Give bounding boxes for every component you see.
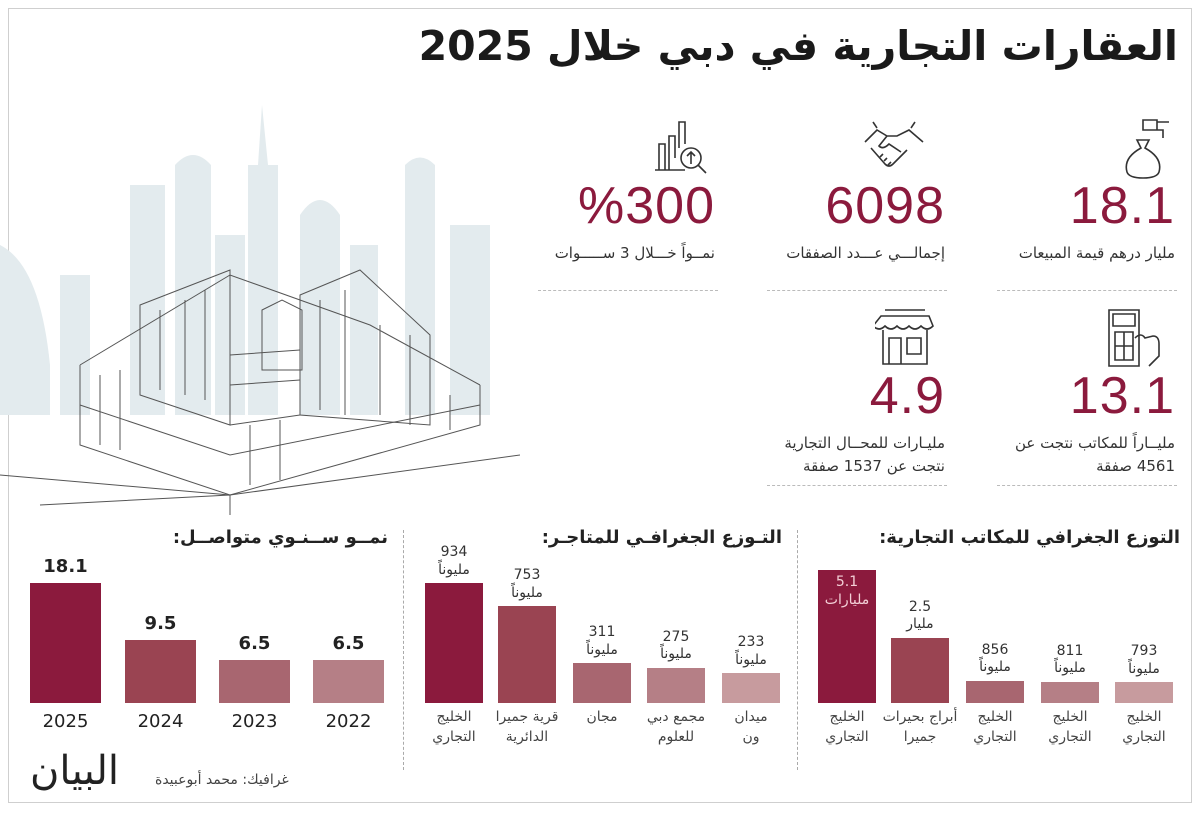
growth-bar [219,659,290,703]
office-category-label: أبراج بحيرات جميرا [882,709,958,745]
stat-label: مليــاراً للمكاتب نتجت عن 4561 صفقة [1014,434,1175,476]
growth-category-label: 2024 [137,711,184,732]
growth-chart-search-icon [655,121,707,174]
stat-total-sales: 18.1 مليار درهم قيمة المبيعات [990,118,1175,288]
page-title: العقارات التجارية في دبي خلال 2025 [418,22,1178,70]
office-value-label: 856 مليوناً [979,641,1011,676]
store-category-label: ميدان ون [734,709,768,745]
stat-value: %300 [578,177,715,235]
store-value-label: 233 مليوناً [735,634,767,668]
stores-chart-title: التـوزع الجغرافـي للمتاجـر: [541,527,782,548]
growth-value-label: 9.5 [144,613,177,635]
store-bar [722,673,780,703]
office-bar [818,570,876,703]
growth-category-label: 2022 [325,711,372,732]
store-bar [498,606,556,703]
store-bar [425,583,483,703]
growth-category-label: 2023 [231,711,278,732]
panel-divider [403,530,404,770]
stat-label: مليار درهم قيمة المبيعات [1018,244,1175,262]
store-value-label: 275 مليوناً [660,628,692,663]
stat-label: نمــواً خـــلال 3 ســـــوات [554,244,715,262]
office-category-label: الخليج التجاري [973,709,1017,745]
handshake-icon [864,121,924,167]
stat-value: 13.1 [1069,367,1175,425]
divider [767,290,947,291]
growth-chart-title: نمــو ســنـوي متواصــل: [172,527,388,548]
office-value-label: 793 مليوناً [1128,643,1160,677]
store-category-label: الخليج التجاري [432,709,476,745]
office-category-label: الخليج التجاري [1122,709,1166,745]
store-value-label: 311 مليوناً [586,624,618,658]
panel-divider [797,530,798,770]
store-bar [647,667,705,703]
office-bar [891,637,949,703]
stat-value: 18.1 [1069,177,1175,235]
al-bayan-logo: البيان [30,748,120,794]
office-bar [1115,682,1173,703]
divider [997,485,1177,486]
wireframe-building [0,269,520,515]
office-category-label: الخليج التجاري [1048,709,1092,745]
stat-shops: 4.9 مليـارات للمحــال التجارية نتجت عن 1… [760,308,945,478]
divider [997,290,1177,291]
office-value-label: 5.1 مليارات [824,574,870,608]
stat-total-deals: 6098 إجمالـــي عـــدد الصفقات [760,118,945,288]
divider [767,485,947,486]
store-category-label: مجان [586,709,618,725]
growth-bar [125,640,196,703]
office-bar [1041,681,1099,703]
store-value-label: 753 مليوناً [511,567,543,601]
skyline-silhouette [0,105,490,415]
stat-offices: 13.1 مليــاراً للمكاتب نتجت عن 4561 صفقة [990,308,1175,478]
stat-value: 4.9 [869,367,945,425]
growth-value-label: 6.5 [238,632,271,654]
office-value-label: 2.5 مليار [906,598,934,633]
office-building-touch-icon [1108,309,1160,367]
growth-category-label: 2025 [42,711,89,732]
store-value-label: 934 مليوناً [438,544,470,578]
growth-value-label: 6.5 [332,632,365,654]
graphic-credit: غرافيك: محمد أبوعبيدة [155,772,289,788]
money-bag-hand-icon [1125,119,1169,179]
divider [538,290,718,291]
storefront-icon [875,309,934,365]
office-bar [966,680,1024,703]
stat-value: 6098 [825,177,945,235]
stat-label: مليـارات للمحــال التجارية نتجت عن 1537 … [784,434,945,476]
building-illustration [0,105,520,515]
office-value-label: 811 مليوناً [1054,642,1086,677]
office-category-label: الخليج التجاري [825,709,869,745]
store-category-label: مجمع دبي للعلوم [646,709,706,745]
stat-growth: %300 نمــواً خـــلال 3 ســـــوات [530,118,715,288]
offices-chart-title: التوزع الجغرافي للمكاتب التجارية: [879,527,1180,548]
growth-bar [313,659,384,703]
store-category-label: قرية جميرا الدائرية [495,709,559,745]
stat-label: إجمالـــي عـــدد الصفقات [786,244,945,262]
store-bar [573,663,631,703]
growth-bar [30,583,101,703]
growth-value-label: 18.1 [43,556,88,577]
